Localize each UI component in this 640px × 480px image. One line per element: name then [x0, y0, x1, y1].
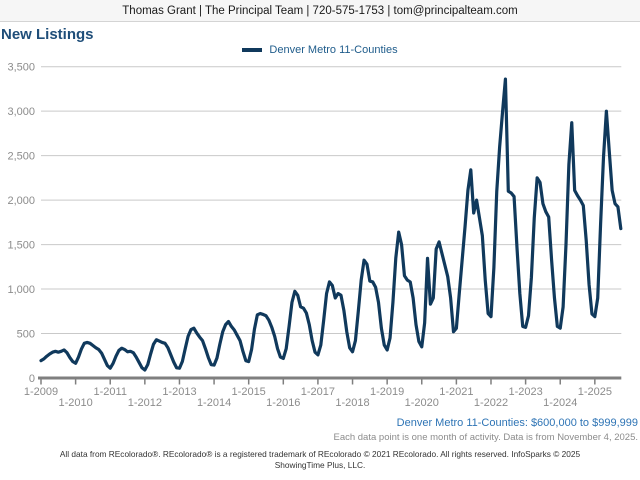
svg-text:1-2010: 1-2010 [58, 397, 92, 409]
svg-text:1-2009: 1-2009 [24, 386, 58, 398]
svg-text:1-2023: 1-2023 [508, 386, 542, 398]
svg-text:1-2017: 1-2017 [301, 386, 335, 398]
svg-text:1-2022: 1-2022 [474, 397, 508, 409]
new-listings-line-chart: 0 500 1,000 1,500 2,000 2,500 3,000 3,500 1-2009… [7, 62, 623, 409]
svg-text:1-2018: 1-2018 [335, 397, 369, 409]
svg-text:1-2020: 1-2020 [405, 397, 439, 409]
svg-text:2,500: 2,500 [7, 151, 35, 163]
svg-text:0: 0 [29, 373, 35, 385]
svg-text:1-2014: 1-2014 [197, 397, 231, 409]
svg-text:1-2021: 1-2021 [439, 386, 473, 398]
copyright-disclaimer-line2: ShowingTime Plus, LLC. [274, 460, 366, 470]
svg-text:1-2024: 1-2024 [543, 397, 577, 409]
svg-text:1-2015: 1-2015 [232, 386, 266, 398]
svg-text:1-2025: 1-2025 [578, 386, 612, 398]
chart-legend: Denver Metro 11-Counties [0, 43, 640, 57]
svg-text:3,000: 3,000 [7, 106, 35, 118]
copyright-disclaimer: All data from REcolorado®. REcolorado® i… [0, 449, 640, 471]
copyright-disclaimer-line1: All data from REcolorado®. REcolorado® i… [59, 449, 581, 459]
data-date-note: Each data point is one month of activity… [333, 432, 638, 443]
svg-text:3,500: 3,500 [7, 62, 35, 74]
svg-text:1-2011: 1-2011 [94, 386, 127, 398]
svg-text:1-2012: 1-2012 [128, 397, 162, 409]
svg-text:500: 500 [17, 329, 35, 341]
svg-text:1-2019: 1-2019 [370, 386, 404, 398]
series-price-range-note: Denver Metro 11-Counties: $600,000 to $9… [396, 417, 638, 429]
svg-text:1-2013: 1-2013 [162, 386, 196, 398]
chart-area: 0 500 1,000 1,500 2,000 2,500 3,000 3,500 1-2009… [0, 56, 640, 416]
svg-text:1,000: 1,000 [7, 284, 35, 296]
legend-line-swatch-icon [242, 48, 263, 52]
svg-text:1-2016: 1-2016 [266, 397, 300, 409]
svg-text:1,500: 1,500 [7, 240, 35, 252]
page-title: New Listings [1, 26, 94, 43]
legend-label: Denver Metro 11-Counties [269, 44, 398, 56]
svg-text:2,000: 2,000 [7, 195, 35, 207]
header-bar: Thomas Grant | The Principal Team | 720-… [0, 0, 640, 22]
header-contact-text: Thomas Grant | The Principal Team | 720-… [122, 4, 518, 17]
